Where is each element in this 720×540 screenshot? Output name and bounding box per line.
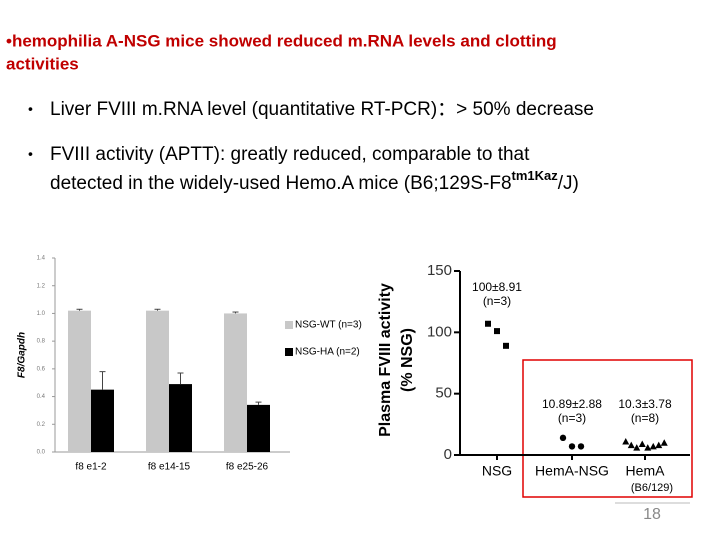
point: [503, 342, 509, 349]
y-axis-label: Plasma FVIII activity: [377, 283, 394, 437]
y-tick-label: 1.0: [37, 311, 46, 317]
annotation: 10.3±3.78: [618, 397, 672, 411]
bar: [146, 310, 169, 452]
y-tick-label: 1.2: [37, 283, 46, 289]
point: [494, 328, 500, 335]
annotation: 100±8.91: [472, 280, 522, 294]
y-tick-label: 0.0: [37, 450, 46, 456]
x-tick-label: f8 e14-15: [148, 462, 191, 473]
x-tick-label: f8 e25-26: [226, 462, 269, 473]
point: [655, 441, 663, 449]
y-tick-label: 100: [427, 323, 452, 340]
y-tick-label: 0.2: [37, 422, 46, 428]
bullet-text: Liver FVIII m.RNA level (quantitative RT…: [50, 99, 594, 120]
superscript: tm1Kaz: [512, 168, 559, 183]
bar: [224, 313, 247, 452]
bar: [91, 389, 114, 452]
y-tick-label: 50: [435, 385, 452, 402]
y-tick-label: 1.4: [37, 256, 46, 262]
point: [568, 443, 576, 450]
bullet-text: detected in the widely-used Hemo.A mice …: [50, 168, 579, 194]
y-tick-label: 150: [427, 262, 452, 279]
point: [622, 438, 630, 445]
bullet-text: FVIII activity (APTT): greatly reduced, …: [50, 144, 530, 165]
point: [485, 320, 491, 327]
bar: [247, 404, 270, 452]
legend-swatch: [285, 321, 293, 329]
y-tick-label: 0: [444, 446, 452, 463]
bar: [169, 384, 192, 452]
x-tick-label: HemA-NSG: [535, 463, 609, 479]
y-axis-label: F8/Gapdh: [17, 332, 28, 378]
bullet-dot: •: [28, 101, 33, 117]
bullet-text: detected in the widely-used Hemo.A mice …: [50, 173, 512, 194]
bullet-dot: •: [28, 146, 33, 162]
point: [627, 441, 635, 449]
y-tick-label: 0.6: [37, 366, 46, 372]
x-tick-label: HemA: [626, 463, 666, 479]
point: [644, 444, 652, 451]
annotation: (n=3): [483, 294, 511, 308]
point: [660, 439, 668, 446]
annotation: 10.89±2.88: [542, 397, 602, 411]
y-axis-label: (% NSG): [399, 328, 416, 392]
title-line: •hemophilia A-NSG mice showed reduced m.…: [6, 31, 557, 50]
point: [577, 443, 585, 450]
point: [633, 444, 641, 451]
note: (B6/129): [631, 482, 673, 494]
point: [649, 442, 657, 450]
point: [638, 440, 646, 447]
legend-swatch: [285, 348, 293, 356]
y-tick-label: 0.8: [37, 339, 46, 345]
x-tick-label: f8 e1-2: [75, 462, 107, 473]
legend-label: NSG-WT (n=3): [295, 320, 362, 331]
x-tick-label: NSG: [482, 463, 512, 479]
annotation: (n=8): [631, 411, 659, 425]
bar: [68, 310, 91, 452]
page-number: 18: [643, 506, 661, 523]
point: [559, 434, 567, 442]
annotation: (n=3): [558, 411, 586, 425]
bullet-text: /J): [558, 173, 579, 194]
legend-label: NSG-HA (n=2): [295, 347, 360, 358]
highlight-box: [522, 359, 693, 498]
title-line: activities: [6, 54, 79, 73]
y-tick-label: 0.4: [37, 394, 46, 400]
